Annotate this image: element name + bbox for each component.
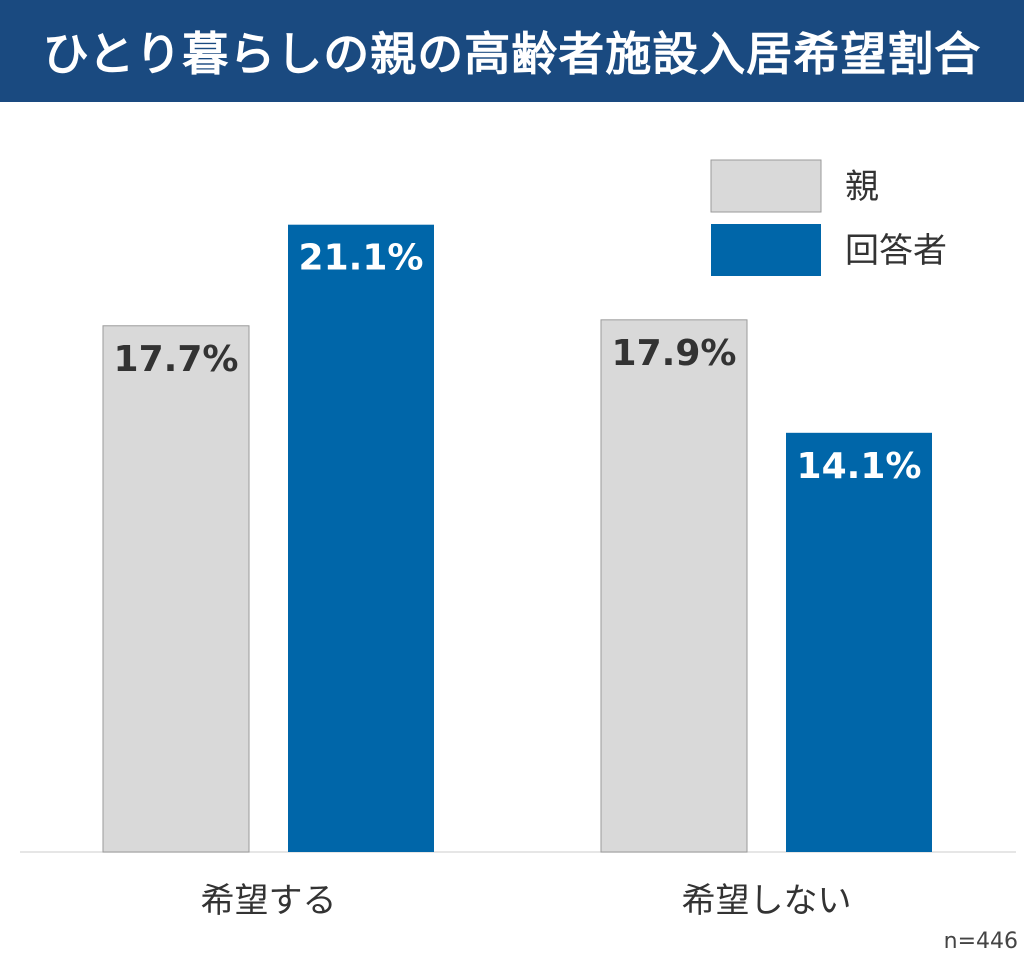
data-label: 14.1%	[797, 446, 922, 487]
legend-swatch	[710, 159, 822, 213]
data-label: 21.1%	[299, 238, 424, 279]
x-tick-label: 希望しない	[682, 881, 852, 921]
chart-title-bar: ひとり暮らしの親の高齢者施設入居希望割合	[0, 0, 1024, 102]
data-label: 17.9%	[612, 333, 737, 374]
legend-swatch	[711, 224, 821, 276]
bar-respondent-1	[288, 224, 434, 852]
bar-respondent-2	[786, 432, 932, 852]
chart-title: ひとり暮らしの親の高齢者施設入居希望割合	[42, 27, 982, 81]
x-tick-label: 希望する	[201, 881, 337, 921]
sample-size-note: n=446	[943, 929, 1018, 954]
bar-parent-2	[600, 319, 748, 853]
legend-label: 親	[845, 167, 879, 207]
legend-label: 回答者	[845, 231, 947, 271]
data-label: 17.7%	[114, 339, 239, 380]
bar-parent-1	[102, 325, 250, 853]
